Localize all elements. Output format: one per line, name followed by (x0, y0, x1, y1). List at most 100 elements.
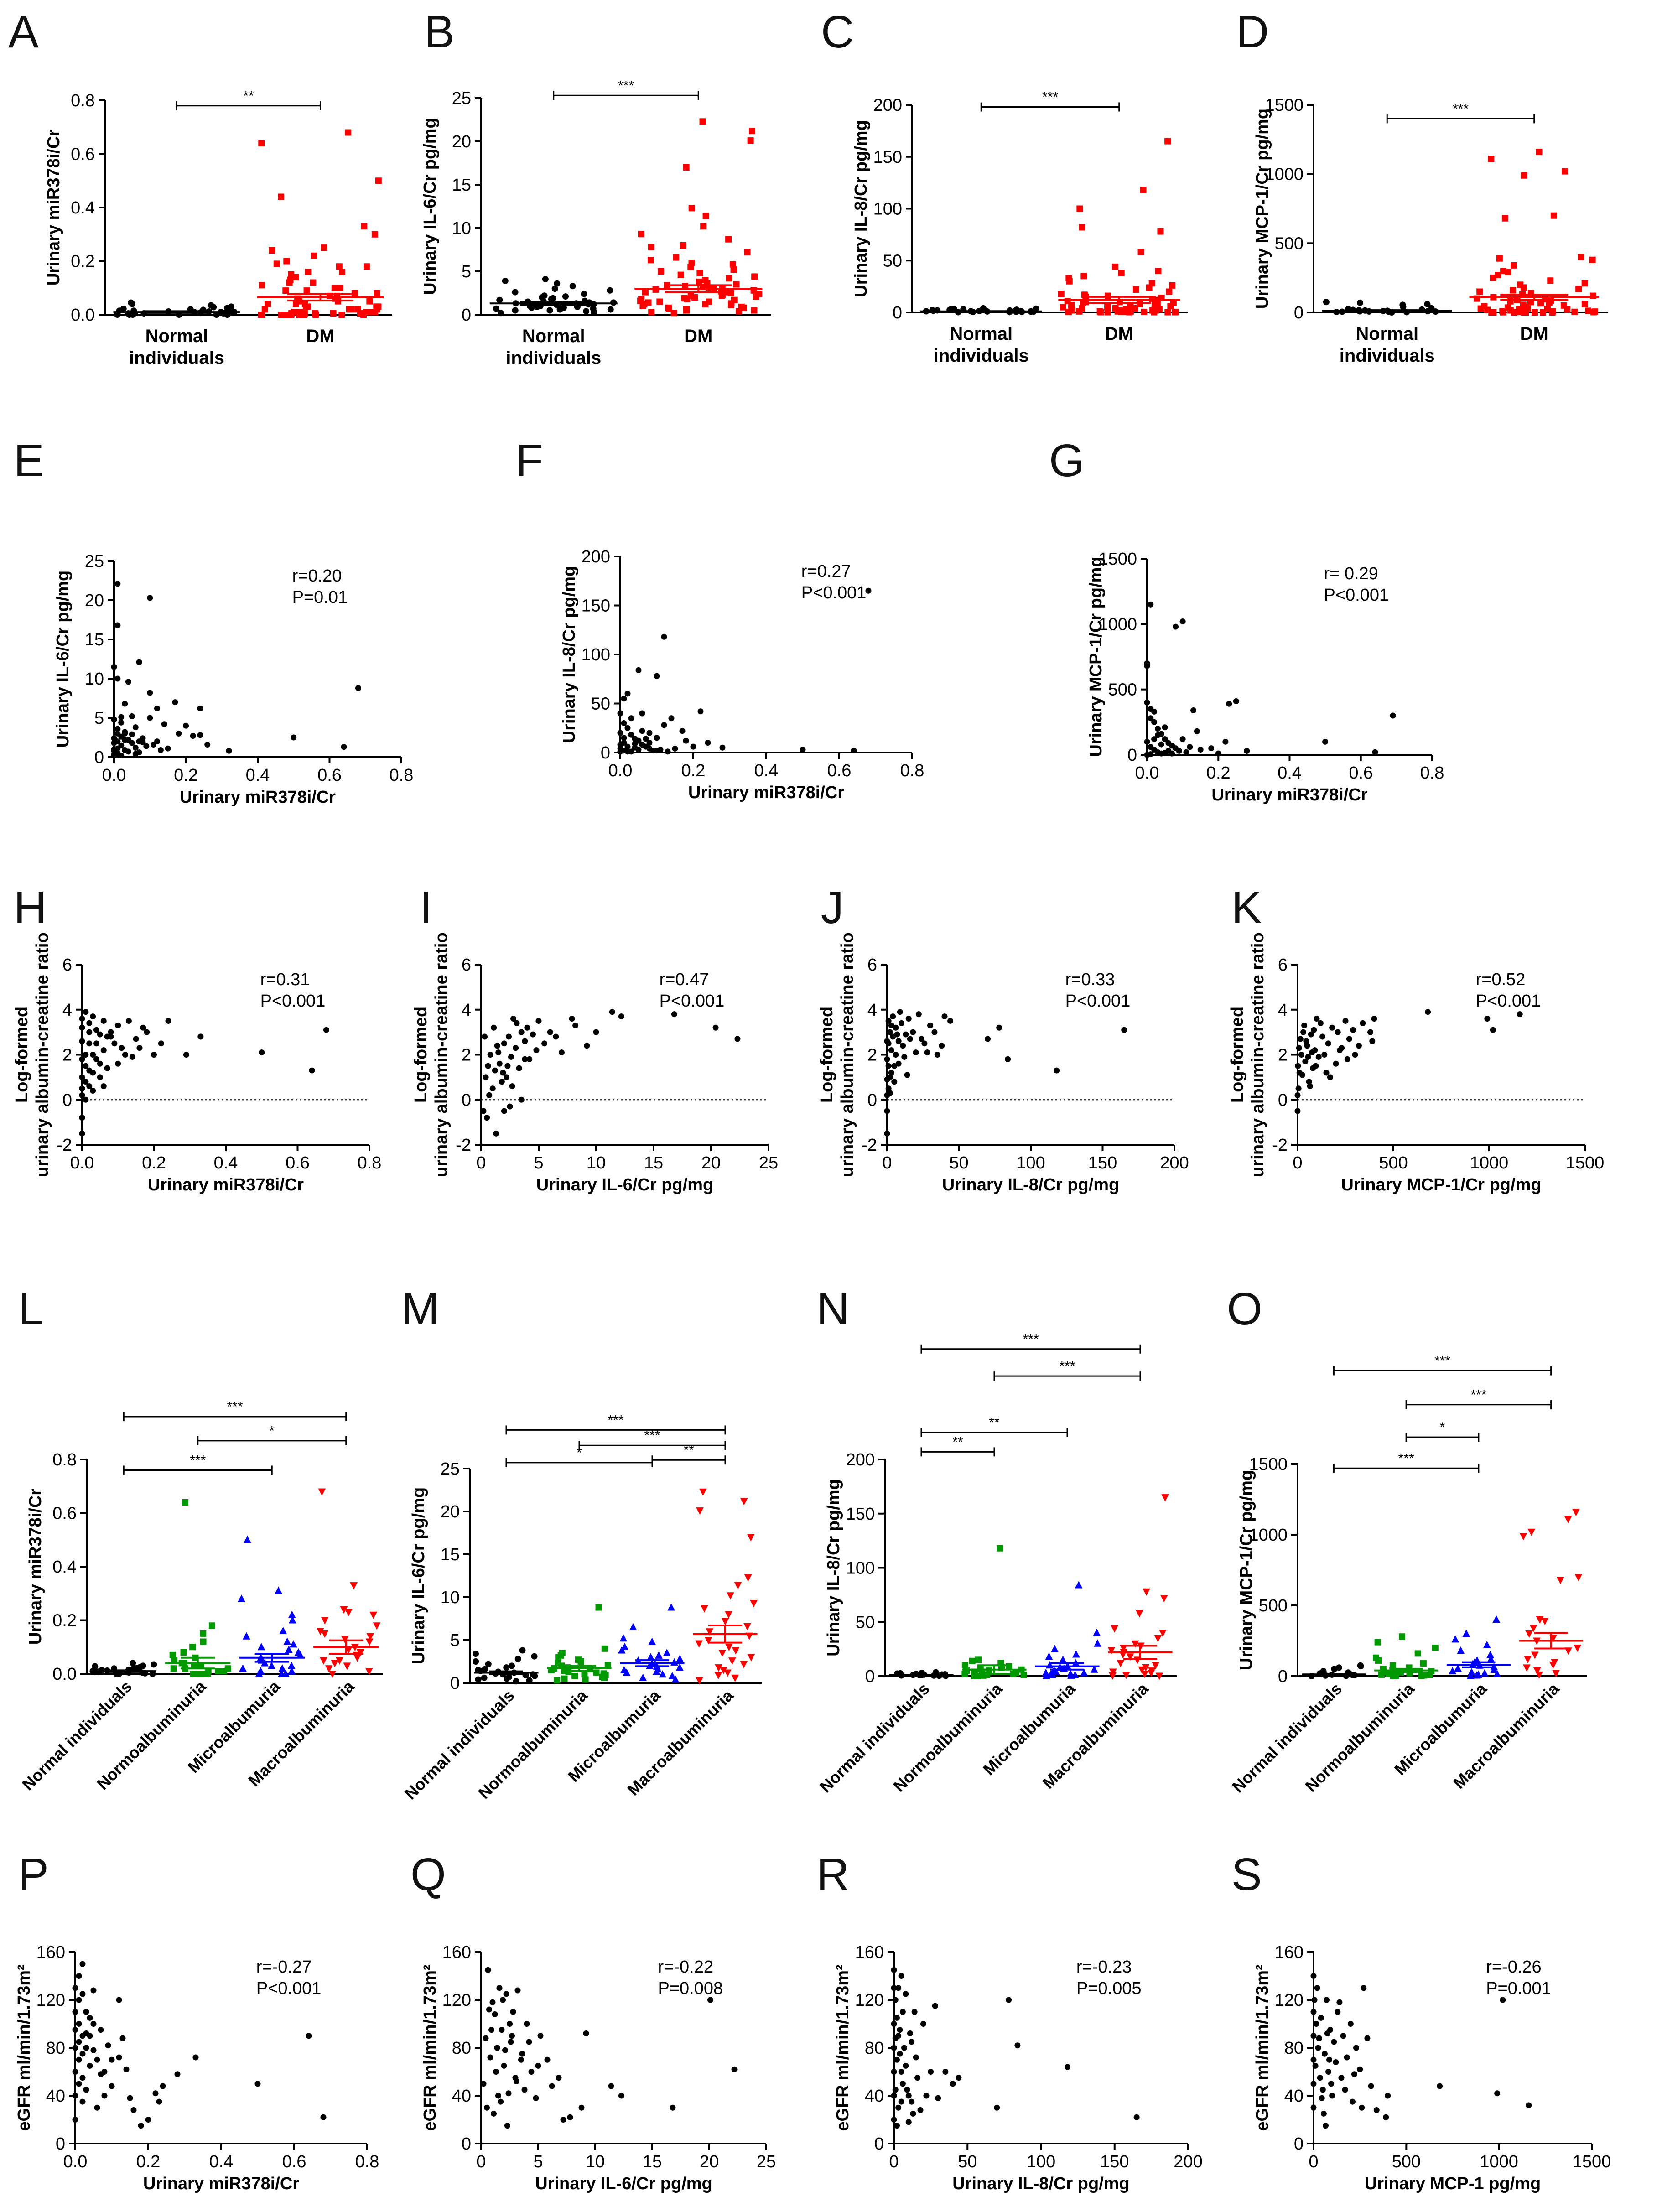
correlation-p: P<0.001 (660, 992, 725, 1011)
significance-label: * (269, 1423, 275, 1438)
category-label: individuals (506, 348, 601, 368)
significance-label: *** (608, 1412, 623, 1428)
data-point (116, 1997, 122, 2003)
data-point (512, 307, 519, 314)
panel-label-R: R (816, 1849, 850, 1900)
data-point (513, 1045, 519, 1051)
data-point (496, 1985, 503, 1991)
data-point (83, 1079, 89, 1085)
x-tick-label: 100 (1027, 2152, 1055, 2171)
data-point (699, 1488, 707, 1496)
data-point (499, 2027, 505, 2033)
data-point (997, 1545, 1003, 1552)
data-point (105, 2042, 111, 2049)
data-point (947, 1018, 954, 1024)
data-point (865, 587, 872, 594)
data-point (1326, 2056, 1333, 2063)
data-point (1501, 215, 1508, 222)
data-point (1187, 744, 1193, 750)
data-point (1310, 2056, 1317, 2063)
data-point (1335, 1664, 1342, 1671)
y-tick-label: 4 (462, 1001, 471, 1020)
data-point (704, 1637, 712, 1645)
data-point (942, 2069, 949, 2075)
data-point (956, 2075, 962, 2081)
data-point (507, 2021, 513, 2027)
data-point (180, 1649, 187, 1656)
data-point (72, 2069, 78, 2075)
data-point (1505, 269, 1511, 276)
data-point (125, 1018, 132, 1024)
data-point (198, 1662, 205, 1669)
data-point (170, 1665, 177, 1672)
data-point (1556, 1577, 1564, 1584)
data-point (890, 1013, 896, 1020)
data-point (321, 1617, 329, 1625)
data-point (1500, 1997, 1506, 2003)
data-point (343, 1662, 351, 1670)
data-point (288, 1667, 296, 1675)
data-point (1169, 750, 1175, 757)
y-tick-label: 0.4 (52, 1558, 77, 1577)
data-point (115, 1060, 121, 1067)
data-point (535, 2062, 541, 2069)
data-point (79, 1085, 85, 1092)
data-point (1141, 308, 1148, 315)
data-point (1162, 736, 1168, 743)
x-axis-label: Urinary miR378i/Cr (143, 2174, 299, 2193)
data-point (1378, 1671, 1385, 1678)
data-point (1173, 623, 1179, 630)
data-point (1371, 1016, 1377, 1022)
significance-label: *** (1398, 1451, 1414, 1466)
correlation-p: P=0.008 (658, 1979, 723, 1998)
data-point (1322, 738, 1329, 745)
data-point (1076, 205, 1083, 212)
data-point (1462, 1629, 1470, 1637)
data-point (941, 1013, 948, 1020)
data-point (935, 2095, 941, 2101)
x-tick-label: 0.0 (102, 766, 126, 785)
correlation-p: P<0.001 (1065, 992, 1131, 1011)
data-point (676, 1655, 684, 1662)
data-point (617, 710, 623, 717)
data-point (696, 270, 703, 276)
x-tick-label: 20 (700, 2152, 719, 2171)
data-point (1488, 156, 1495, 162)
data-point (485, 1661, 492, 1667)
data-point (303, 303, 310, 310)
data-point (1148, 751, 1154, 758)
y-axis-label: Urinary IL-6/Cr pg/mg (409, 1487, 428, 1665)
data-point (1367, 1029, 1374, 1035)
data-point (1317, 1020, 1324, 1026)
data-point (72, 2009, 78, 2015)
data-point (1079, 224, 1085, 231)
data-point (487, 1052, 493, 1058)
data-point (1179, 618, 1186, 625)
data-point (621, 735, 627, 741)
data-point (493, 1130, 499, 1137)
data-point (1151, 736, 1158, 743)
x-tick-label: 0 (476, 1153, 486, 1173)
data-point (1244, 748, 1250, 754)
data-point (1296, 1045, 1302, 1051)
data-point (111, 1040, 118, 1047)
data-point (891, 1079, 898, 1085)
data-point (554, 1677, 561, 1684)
panel-label-D: D (1236, 6, 1269, 57)
data-point (891, 2117, 897, 2123)
data-point (721, 1618, 729, 1625)
data-point (79, 2033, 86, 2039)
data-point (268, 1662, 275, 1669)
data-point (504, 2123, 510, 2129)
data-point (533, 2095, 539, 2101)
data-point (100, 1018, 107, 1024)
data-point (1353, 2045, 1360, 2051)
correlation-r: r=0.31 (260, 970, 310, 989)
y-axis-label: Urinary MCP-1/Cr pg/mg (1237, 1470, 1256, 1670)
data-point (1344, 2054, 1350, 2061)
x-tick-label: 0.4 (209, 2152, 234, 2171)
data-point (522, 1056, 528, 1062)
